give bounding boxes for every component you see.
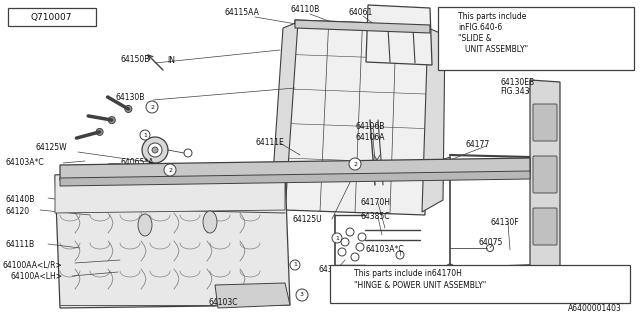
- Text: inFIG.640-6: inFIG.640-6: [458, 23, 502, 32]
- Circle shape: [332, 233, 342, 243]
- Polygon shape: [55, 170, 290, 308]
- Polygon shape: [530, 80, 560, 272]
- Circle shape: [410, 169, 420, 179]
- Text: 64125W: 64125W: [35, 143, 67, 152]
- Text: 2: 2: [353, 162, 357, 166]
- Text: 64130EB: 64130EB: [500, 78, 534, 87]
- Text: 64111E: 64111E: [255, 138, 284, 147]
- Circle shape: [333, 276, 347, 290]
- Text: 64100A<LH>: 64100A<LH>: [10, 272, 62, 281]
- Polygon shape: [60, 171, 530, 186]
- Text: 64125U: 64125U: [292, 215, 322, 224]
- Circle shape: [148, 143, 162, 157]
- Text: A6400001403: A6400001403: [568, 304, 622, 313]
- Text: 64140B: 64140B: [5, 195, 35, 204]
- Circle shape: [396, 251, 404, 259]
- Circle shape: [108, 116, 115, 124]
- FancyBboxPatch shape: [533, 104, 557, 141]
- Polygon shape: [270, 22, 298, 218]
- Circle shape: [338, 248, 346, 256]
- Text: 64061: 64061: [348, 8, 372, 17]
- Circle shape: [13, 11, 25, 23]
- Text: 64115AA: 64115AA: [224, 8, 259, 17]
- Text: 64111B: 64111B: [5, 240, 34, 249]
- Polygon shape: [366, 5, 432, 65]
- Circle shape: [349, 158, 361, 170]
- Circle shape: [351, 253, 359, 261]
- Text: 64120: 64120: [5, 207, 29, 216]
- Text: 64170H: 64170H: [360, 198, 390, 207]
- Text: 3: 3: [300, 292, 304, 298]
- Polygon shape: [55, 170, 285, 213]
- Text: 64385C: 64385C: [318, 265, 348, 274]
- Text: UNIT ASSEMBLY": UNIT ASSEMBLY": [465, 45, 528, 54]
- FancyBboxPatch shape: [533, 208, 557, 245]
- Circle shape: [164, 164, 176, 176]
- Circle shape: [171, 170, 179, 178]
- Circle shape: [358, 233, 366, 241]
- Circle shape: [346, 228, 354, 236]
- Text: 64106A: 64106A: [355, 133, 385, 142]
- Text: 2: 2: [168, 167, 172, 172]
- Polygon shape: [60, 158, 530, 180]
- FancyBboxPatch shape: [330, 265, 630, 303]
- Text: 64103A*C: 64103A*C: [5, 158, 44, 167]
- Circle shape: [486, 244, 493, 252]
- Circle shape: [356, 243, 364, 251]
- FancyBboxPatch shape: [533, 156, 557, 193]
- Text: "SLIDE &: "SLIDE &: [458, 34, 492, 43]
- Text: 64103C: 64103C: [208, 298, 237, 307]
- Text: 64130B: 64130B: [115, 93, 145, 102]
- Text: 1: 1: [143, 132, 147, 138]
- Circle shape: [184, 149, 192, 157]
- Text: 64385C: 64385C: [360, 212, 390, 221]
- Text: This parts include in64170H: This parts include in64170H: [354, 269, 462, 278]
- Text: IN: IN: [167, 55, 175, 65]
- Circle shape: [125, 106, 132, 113]
- Circle shape: [296, 289, 308, 301]
- Polygon shape: [295, 20, 430, 33]
- Text: Q710007: Q710007: [30, 12, 72, 21]
- Circle shape: [439, 31, 453, 45]
- Text: 1: 1: [293, 262, 297, 268]
- Text: "HINGE & POWER UNIT ASSEMBLY": "HINGE & POWER UNIT ASSEMBLY": [354, 281, 486, 290]
- Text: 2: 2: [150, 105, 154, 109]
- Circle shape: [152, 147, 158, 153]
- Circle shape: [140, 130, 150, 140]
- Text: 64110B: 64110B: [290, 5, 319, 14]
- Text: FIG.343: FIG.343: [500, 87, 529, 96]
- Text: 1: 1: [335, 236, 339, 241]
- Circle shape: [446, 264, 454, 272]
- Ellipse shape: [203, 211, 217, 233]
- Ellipse shape: [138, 214, 152, 236]
- Text: 64130F: 64130F: [490, 218, 518, 227]
- Circle shape: [142, 137, 168, 163]
- FancyBboxPatch shape: [438, 7, 634, 70]
- Text: 3: 3: [444, 36, 448, 41]
- Text: 1: 1: [17, 14, 21, 20]
- Polygon shape: [422, 28, 445, 212]
- Circle shape: [341, 238, 349, 246]
- Text: 64106B: 64106B: [355, 122, 385, 131]
- Text: 64075: 64075: [478, 238, 502, 247]
- Polygon shape: [215, 283, 290, 308]
- Circle shape: [96, 128, 103, 135]
- Text: 2: 2: [338, 281, 342, 285]
- FancyBboxPatch shape: [8, 8, 96, 26]
- Circle shape: [290, 260, 300, 270]
- Text: 64065*A: 64065*A: [120, 158, 154, 167]
- Polygon shape: [285, 20, 430, 215]
- Text: 64100AA<L/R>: 64100AA<L/R>: [2, 260, 61, 269]
- Circle shape: [146, 101, 158, 113]
- Circle shape: [369, 113, 379, 123]
- Text: This parts include: This parts include: [458, 12, 526, 21]
- Text: 64177: 64177: [465, 140, 489, 149]
- Text: 64150B: 64150B: [120, 55, 149, 64]
- Text: 64103A*C: 64103A*C: [365, 245, 404, 254]
